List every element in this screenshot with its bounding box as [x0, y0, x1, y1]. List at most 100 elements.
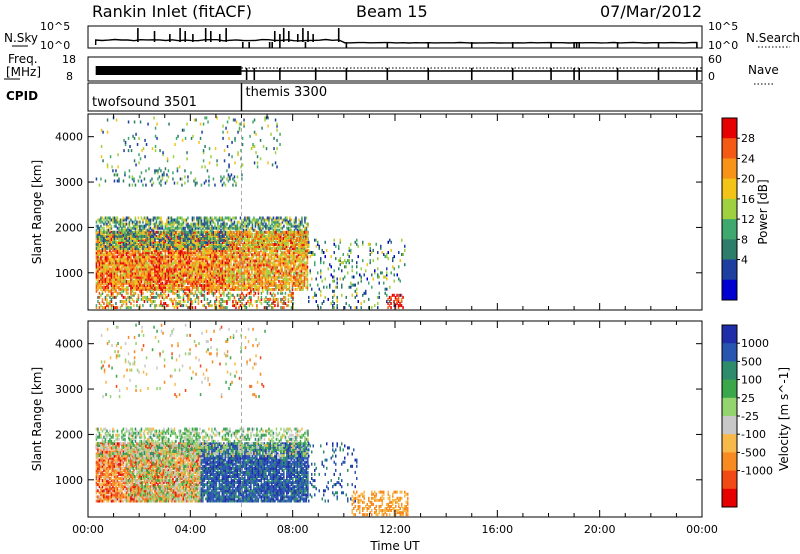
heatmap-cell — [274, 241, 276, 244]
heatmap-cell — [305, 216, 308, 220]
heatmap-cell — [205, 255, 207, 259]
heatmap-cell — [206, 269, 209, 273]
heatmap-cell — [208, 267, 210, 271]
heatmap-cell — [148, 241, 150, 244]
heatmap-cell — [173, 222, 176, 226]
heatmap-cell — [269, 234, 271, 238]
heatmap-cell — [118, 261, 120, 265]
heatmap-cell — [101, 216, 104, 220]
heatmap-cell — [202, 241, 204, 244]
heatmap-cell — [163, 285, 165, 289]
heatmap-cell — [164, 232, 167, 236]
heatmap-cell — [179, 277, 182, 281]
heatmap-cell — [112, 249, 114, 253]
heatmap-cell — [261, 261, 264, 265]
heatmap-cell — [107, 261, 110, 265]
heatmap-cell — [194, 267, 197, 271]
heatmap-cell — [226, 234, 228, 238]
heatmap-cell — [148, 281, 150, 285]
heatmap-cell — [240, 230, 243, 234]
heatmap-cell — [127, 279, 129, 283]
heatmap-cell — [184, 255, 186, 259]
heatmap-cell — [212, 287, 215, 291]
heatmap-cell — [215, 269, 218, 273]
heatmap-cell — [158, 257, 161, 261]
heatmap-cell — [199, 283, 201, 287]
heatmap-cell — [152, 238, 155, 242]
heatmap-cell — [245, 271, 247, 275]
heatmap-cell — [268, 218, 270, 222]
heatmap-cell — [202, 226, 204, 230]
heatmap-cell — [140, 241, 143, 244]
heatmap-cell — [257, 238, 259, 242]
heatmap-cell — [118, 236, 120, 240]
heatmap-cell — [190, 241, 192, 244]
heatmap-cell — [259, 228, 261, 232]
heatmap-cell — [190, 275, 192, 279]
heatmap-cell — [182, 232, 185, 236]
heatmap-cell — [151, 257, 153, 261]
heatmap-cell — [103, 287, 105, 291]
heatmap-cell — [133, 245, 135, 249]
heatmap-cell — [269, 281, 271, 285]
heatmap-cell — [149, 259, 152, 263]
heatmap-cell — [266, 226, 269, 230]
heatmap-cell — [197, 277, 200, 281]
heatmap-cell — [248, 234, 250, 238]
heatmap-cell — [155, 226, 158, 230]
heatmap-cell — [206, 287, 209, 291]
heatmap-cell — [299, 285, 301, 289]
heatmap-cell — [232, 222, 234, 226]
heatmap-cell — [112, 220, 114, 224]
heatmap-cell — [302, 241, 304, 244]
heatmap-cell — [233, 273, 235, 277]
heatmap-cell — [106, 255, 108, 259]
heatmap-cell — [305, 226, 308, 230]
heatmap-cell — [143, 263, 146, 267]
heatmap-cell — [276, 267, 279, 271]
heatmap-cell — [234, 232, 237, 236]
heatmap-cell — [187, 257, 189, 261]
heatmap-cell — [205, 273, 207, 277]
heatmap-cell — [276, 285, 279, 289]
heatmap-cell — [146, 228, 149, 232]
heatmap-cell — [266, 247, 268, 251]
heatmap-cell — [115, 255, 117, 259]
heatmap-cell — [175, 255, 177, 259]
heatmap-cell — [196, 245, 198, 249]
heatmap-cell — [146, 267, 149, 271]
heatmap-cell — [127, 265, 129, 269]
heatmap-cell — [178, 265, 180, 269]
heatmap-cell — [260, 277, 262, 281]
heatmap-cell — [300, 259, 303, 263]
heatmap-cell — [252, 273, 255, 277]
heatmap-cell — [232, 216, 234, 220]
heatmap-cell — [151, 261, 153, 265]
heatmap-cell — [238, 220, 240, 224]
heatmap-cell — [167, 226, 170, 230]
heatmap-cell — [118, 281, 120, 285]
heatmap-cell — [152, 243, 155, 246]
cpid-mode-label: twofsound 3501 — [92, 95, 197, 110]
heatmap-cell — [279, 281, 282, 285]
heatmap-cell — [140, 255, 143, 259]
heatmap-cell — [206, 216, 209, 220]
heatmap-cell — [170, 220, 173, 224]
heatmap-cell — [98, 218, 101, 222]
heatmap-cell — [281, 287, 283, 291]
heatmap-cell — [184, 243, 186, 246]
heatmap-cell — [290, 273, 292, 277]
heatmap-cell — [113, 218, 116, 222]
heatmap-cell — [139, 273, 141, 277]
heatmap-cell — [281, 259, 283, 263]
heatmap-cell — [212, 273, 215, 277]
heatmap-cell — [299, 238, 301, 242]
heatmap-cell — [109, 277, 111, 281]
heatmap-cell — [103, 265, 105, 269]
heatmap-cell — [254, 251, 256, 255]
heatmap-cell — [200, 218, 203, 222]
heatmap-cell — [184, 267, 186, 271]
heatmap-cell — [255, 255, 258, 259]
heatmap-cell — [209, 287, 212, 291]
heatmap-cell — [107, 228, 110, 232]
